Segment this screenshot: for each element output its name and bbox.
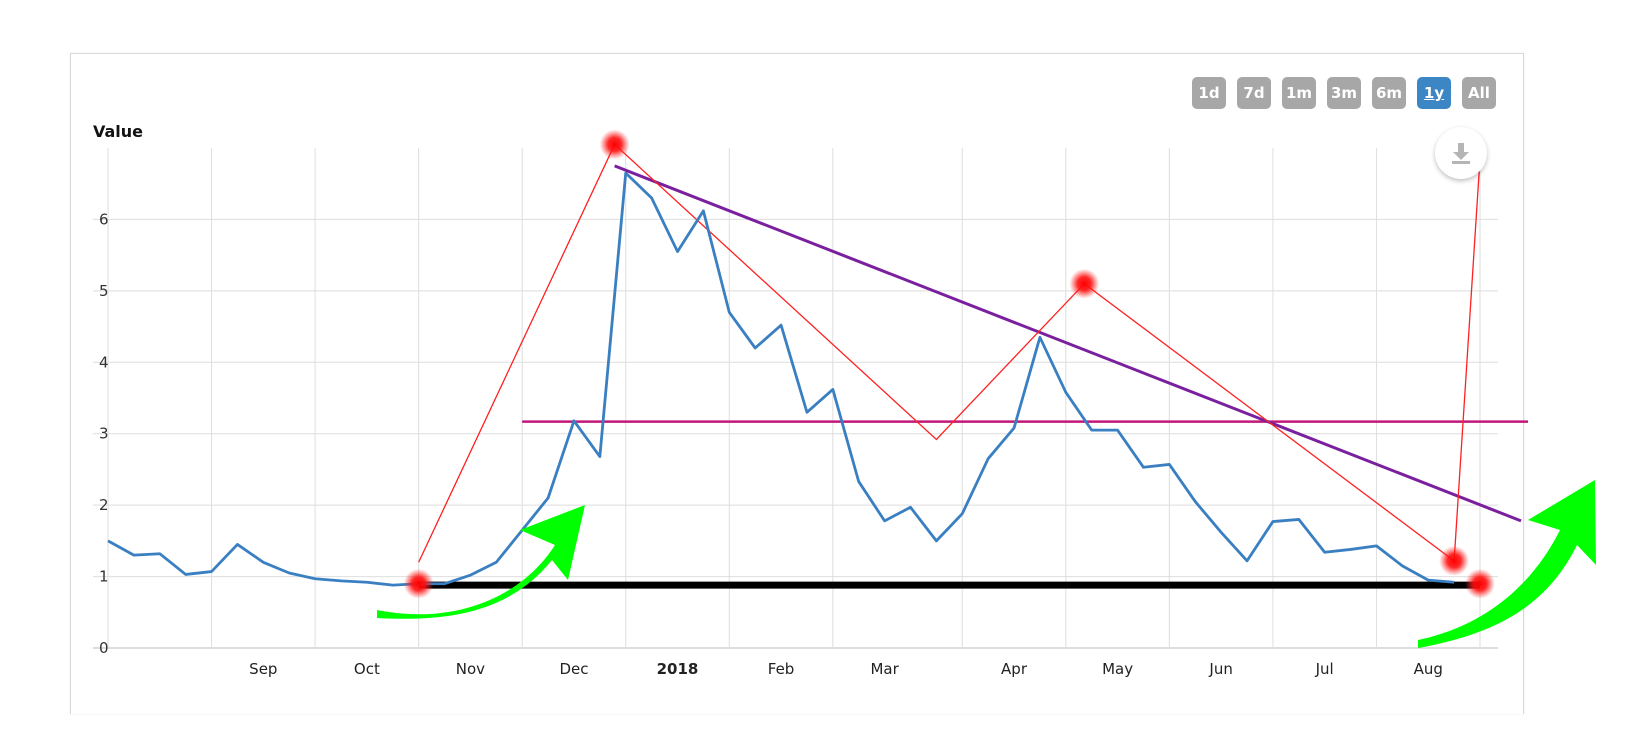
y-tick-label: 5 <box>99 282 109 300</box>
download-icon <box>1452 143 1470 164</box>
x-tick-label: May <box>1102 660 1133 678</box>
y-tick-label: 4 <box>99 353 109 371</box>
x-tick-label: Jun <box>1208 660 1232 678</box>
series-line <box>107 171 1455 587</box>
axes: Value 0 1 2 3 4 5 6 Sep Oct Nov Dec 2018 Feb Mar Apr Ma… <box>93 122 1443 678</box>
range-button-6m[interactable]: 6m <box>1372 77 1406 109</box>
x-tick-label: Feb <box>768 660 795 678</box>
red-marker <box>1465 568 1495 599</box>
green-arrow-left <box>377 505 585 619</box>
x-tick-label: Nov <box>456 660 485 678</box>
green-arrows <box>377 480 1596 648</box>
y-tick-label: 6 <box>99 210 109 228</box>
y-tick-label: 0 <box>99 639 109 657</box>
range-button-7d[interactable]: 7d <box>1237 77 1271 109</box>
grid <box>93 148 1498 649</box>
range-button-1y[interactable]: 1y <box>1417 77 1451 109</box>
green-arrow-right <box>1418 480 1596 648</box>
x-tick-label: 2018 <box>657 660 699 678</box>
x-tick-label: Aug <box>1414 660 1443 678</box>
red-marker <box>1069 268 1100 299</box>
x-tick-label: Apr <box>1001 660 1028 678</box>
x-tick-label: Dec <box>559 660 588 678</box>
x-tick-label: Jul <box>1315 660 1334 678</box>
markers <box>403 129 1495 599</box>
series <box>107 171 1455 587</box>
range-button-3m[interactable]: 3m <box>1327 77 1361 109</box>
y-axis-title: Value <box>93 122 143 141</box>
red-marker <box>599 129 630 160</box>
download-button[interactable] <box>1435 127 1487 179</box>
range-button-all[interactable]: All <box>1462 77 1496 109</box>
x-tick-label: Sep <box>249 660 277 678</box>
red-marker <box>1439 545 1470 576</box>
y-tick-label: 1 <box>99 568 109 586</box>
zigzag-line <box>418 143 1481 563</box>
y-tick-label: 3 <box>99 425 109 443</box>
range-button-1m[interactable]: 1m <box>1282 77 1316 109</box>
red-marker <box>403 568 434 599</box>
trendline <box>614 164 1522 523</box>
range-selector: 1d 7d 1m 3m 6m 1y All <box>1192 77 1496 109</box>
x-tick-label: Mar <box>870 660 899 678</box>
x-tick-label: Oct <box>354 660 380 678</box>
y-tick-label: 2 <box>99 496 109 514</box>
range-button-1d[interactable]: 1d <box>1192 77 1226 109</box>
annotations <box>418 143 1528 589</box>
